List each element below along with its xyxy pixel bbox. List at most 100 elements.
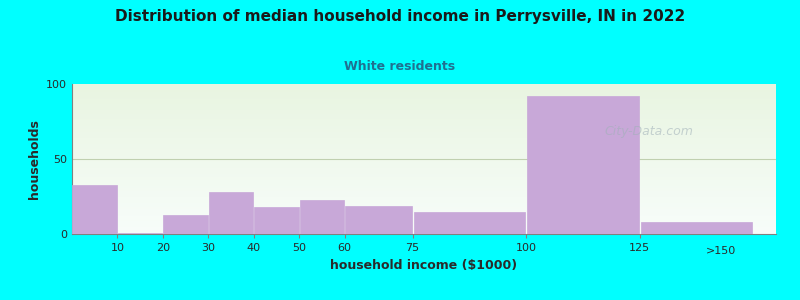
Bar [72,190,776,192]
Bar [72,116,776,117]
Bar [299,200,344,234]
Bar [72,92,776,93]
Bar [72,207,776,208]
Bar [72,118,776,120]
Bar [72,129,776,130]
Bar [72,195,776,196]
Y-axis label: households: households [27,119,41,199]
Bar [72,94,776,96]
Bar [72,154,776,156]
Bar [72,120,776,122]
Bar [72,208,776,210]
Bar [72,93,776,94]
Bar [72,176,776,177]
Bar [72,134,776,135]
Bar [72,210,776,212]
Bar [72,114,776,116]
Bar [72,146,776,147]
Bar [72,141,776,142]
Bar [72,126,776,128]
Bar [72,184,776,186]
Bar [72,194,776,195]
Bar [72,147,776,148]
Bar [72,105,776,106]
Bar [72,124,776,126]
X-axis label: household income ($1000): household income ($1000) [330,259,518,272]
Bar [72,102,776,104]
Bar [72,152,776,153]
Bar [72,188,776,189]
Bar [118,232,162,234]
Bar [72,138,776,140]
Bar [73,184,117,234]
Bar [72,202,776,204]
Bar [72,106,776,108]
Bar [72,99,776,100]
Bar [72,158,776,159]
Bar [72,180,776,182]
Bar [72,198,776,200]
Bar [72,196,776,198]
Bar [345,206,412,234]
Bar [72,110,776,111]
Bar [72,108,776,110]
Bar [72,164,776,165]
Bar [72,84,776,86]
Bar [72,123,776,124]
Bar [72,162,776,164]
Bar [72,103,776,105]
Bar [72,204,776,206]
Bar [72,218,776,219]
Bar [72,111,776,112]
Bar [72,219,776,220]
Bar [72,148,776,150]
Bar [72,224,776,225]
Bar [72,132,776,134]
Bar [72,100,776,102]
Bar [72,212,776,213]
Bar [72,117,776,118]
Bar [72,231,776,232]
Bar [72,222,776,224]
Bar [72,87,776,88]
Bar [72,200,776,201]
Bar [641,222,752,234]
Bar [72,230,776,231]
Bar [72,165,776,166]
Bar [72,98,776,99]
Text: White residents: White residents [345,60,455,73]
Bar [72,206,776,207]
Bar [72,90,776,92]
Bar [72,186,776,188]
Bar [72,171,776,172]
Bar [527,96,638,234]
Bar [72,130,776,132]
Text: Distribution of median household income in Perrysville, IN in 2022: Distribution of median household income … [115,9,685,24]
Bar [72,150,776,152]
Bar [72,122,776,123]
Bar [72,159,776,160]
Bar [72,182,776,183]
Bar [72,96,776,98]
Bar [72,160,776,162]
Bar [254,207,298,234]
Bar [72,189,776,190]
Bar [72,172,776,174]
Bar [72,183,776,184]
Bar [72,178,776,180]
Bar [72,177,776,178]
Text: >150: >150 [706,246,737,256]
Bar [72,214,776,216]
Bar [72,169,776,171]
Bar [72,232,776,234]
Bar [72,192,776,194]
Bar [72,225,776,226]
Bar [72,226,776,228]
Bar [72,156,776,158]
Bar [72,140,776,141]
Bar [72,136,776,138]
Bar [72,201,776,202]
Text: City-Data.com: City-Data.com [605,125,694,139]
Bar [72,112,776,114]
Bar [72,220,776,222]
